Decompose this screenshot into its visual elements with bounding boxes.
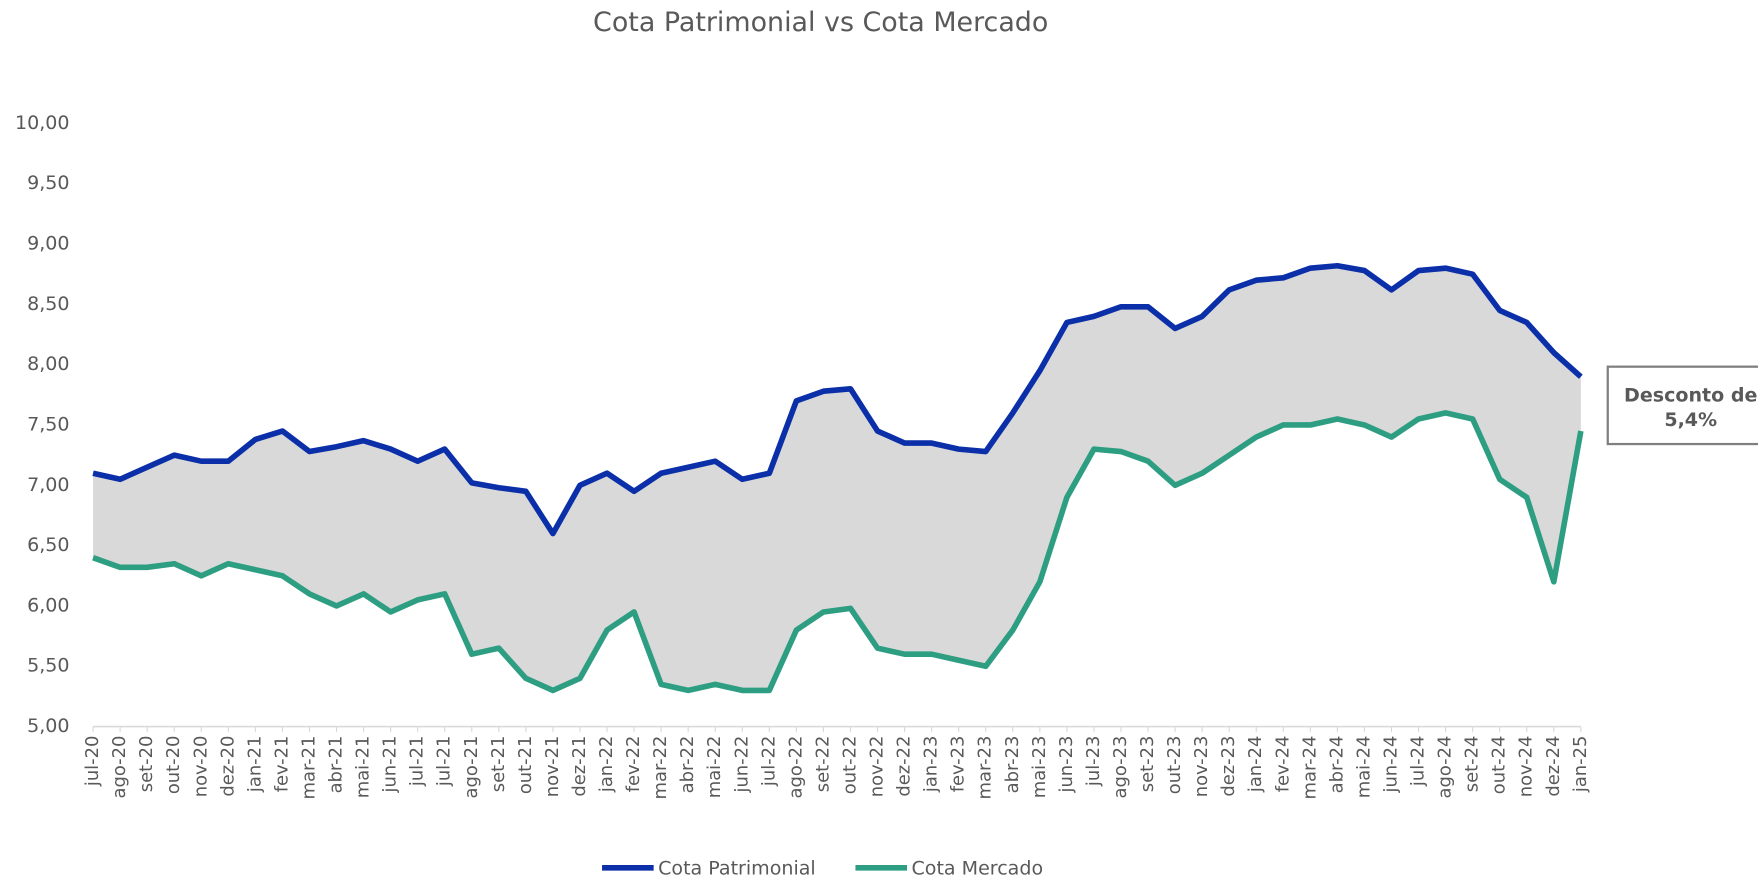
- x-tick-label: nov-24: [1516, 736, 1537, 798]
- y-tick-label: 5,00: [27, 715, 69, 737]
- x-tick-label: fev-23: [948, 736, 969, 793]
- x-tick-label: dez-23: [1218, 736, 1239, 797]
- y-tick-label: 8,50: [27, 293, 69, 315]
- x-tick-label: dez-22: [894, 736, 915, 797]
- x-tick-label: jul-22: [758, 736, 779, 788]
- x-tick-label: jun-23: [1056, 736, 1077, 794]
- x-tick-label: nov-20: [190, 736, 211, 798]
- x-tick-label: ago-22: [785, 736, 806, 799]
- y-tick-label: 8,00: [27, 353, 69, 375]
- y-tick-label: 10,00: [15, 112, 70, 134]
- x-tick-label: ago-23: [1110, 736, 1131, 799]
- x-tick-label: out-24: [1489, 736, 1510, 795]
- x-tick-label: mai-22: [704, 736, 725, 799]
- y-tick-label: 7,50: [27, 413, 69, 435]
- x-tick-label: abr-24: [1326, 736, 1347, 794]
- series-line: [92, 262, 1583, 537]
- x-tick-label: out-21: [515, 736, 536, 795]
- y-tick-label: 9,00: [27, 233, 69, 255]
- x-tick-label: jan-24: [1245, 736, 1266, 794]
- x-tick-label: mar-21: [298, 736, 319, 800]
- band-area: [93, 265, 1581, 691]
- legend-label: Cota Patrimonial: [658, 857, 816, 878]
- x-tick-label: jan-23: [921, 736, 942, 794]
- x-tick-label: abr-23: [1002, 736, 1023, 794]
- y-tick-label: 7,00: [27, 474, 69, 496]
- x-tick-label: dez-21: [569, 736, 590, 797]
- y-tick-label: 6,00: [27, 594, 69, 616]
- x-tick-label: nov-22: [867, 736, 888, 798]
- x-tick-label: jun-24: [1380, 736, 1401, 794]
- x-tick-label: mai-23: [1029, 736, 1050, 799]
- x-tick-label: set-24: [1462, 736, 1483, 793]
- x-tick-label: nov-21: [542, 736, 563, 798]
- x-tick-label: mai-21: [353, 736, 374, 799]
- x-tick-label: jun-22: [731, 736, 752, 794]
- x-tick-label: jul-24: [1408, 736, 1429, 788]
- x-tick-label: jul-20: [82, 736, 103, 788]
- x-tick-label: nov-23: [1191, 736, 1212, 798]
- x-tick-label: abr-21: [326, 736, 347, 794]
- chart-title: Cota Patrimonial vs Cota Mercado: [593, 7, 1048, 38]
- x-tick-label: mai-24: [1353, 736, 1374, 799]
- x-tick-label: dez-20: [217, 736, 238, 797]
- x-tick-label: dez-24: [1543, 736, 1564, 797]
- annotation: 5,4%: [1664, 409, 1717, 431]
- x-tick-label: jul-23: [1083, 736, 1104, 788]
- x-tick-label: ago-24: [1435, 736, 1456, 799]
- x-tick-label: mar-22: [650, 736, 671, 800]
- x-tick-label: set-21: [488, 736, 509, 793]
- x-tick-label: set-22: [812, 736, 833, 793]
- x-tick-label: ago-20: [109, 736, 130, 799]
- y-tick-label: 6,50: [27, 534, 69, 556]
- x-tick-label: fev-22: [623, 736, 644, 793]
- x-tick-label: jun-21: [380, 736, 401, 794]
- annotation: Desconto de: [1624, 384, 1757, 406]
- x-tick-label: out-20: [163, 736, 184, 795]
- x-tick-label: out-22: [839, 736, 860, 795]
- x-tick-label: jul-21: [434, 736, 455, 788]
- series-line: [92, 410, 1584, 694]
- x-tick-label: jan-25: [1570, 736, 1591, 794]
- x-tick-label: fev-24: [1272, 736, 1293, 793]
- x-tick-label: abr-22: [677, 736, 698, 794]
- x-tick-label: jan-22: [596, 736, 617, 794]
- x-tick-label: ago-21: [461, 736, 482, 799]
- y-tick-label: 5,50: [27, 655, 69, 677]
- annotation-box: [1606, 365, 1758, 446]
- x-tick-label: set-23: [1137, 736, 1158, 793]
- x-tick-label: out-23: [1164, 736, 1185, 795]
- x-tick-label: jan-21: [244, 736, 265, 794]
- x-tick-label: mar-24: [1299, 736, 1320, 800]
- y-tick-label: 9,50: [27, 172, 69, 194]
- x-tick-label: fev-21: [271, 736, 292, 793]
- x-tick-label: mar-23: [975, 736, 996, 800]
- x-tick-label: set-20: [136, 736, 157, 793]
- legend-label: Cota Mercado: [912, 857, 1044, 878]
- x-tick-label: jul-21: [407, 736, 428, 788]
